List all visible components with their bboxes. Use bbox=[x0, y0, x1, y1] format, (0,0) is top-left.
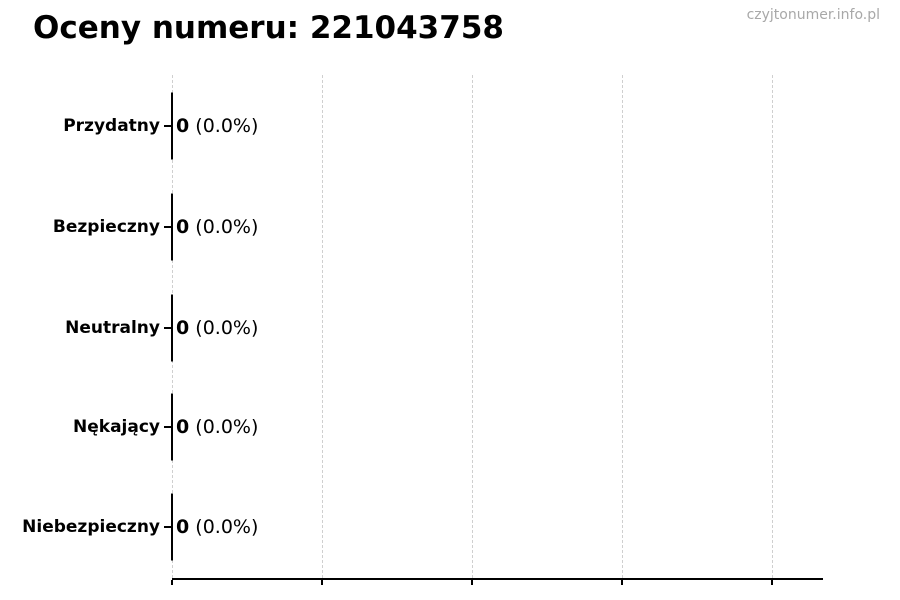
y-axis-tick bbox=[164, 225, 171, 228]
value-percent: (0.0%) bbox=[195, 215, 259, 238]
value-percent: (0.0%) bbox=[195, 415, 259, 438]
y-axis-tick bbox=[164, 525, 171, 528]
x-gridline bbox=[472, 75, 473, 578]
value-label: 0 (0.0%) bbox=[176, 115, 258, 137]
value-label: 0 (0.0%) bbox=[176, 317, 258, 339]
value-percent: (0.0%) bbox=[195, 114, 259, 137]
value-count: 0 bbox=[176, 316, 190, 339]
value-count: 0 bbox=[176, 215, 190, 238]
category-label: Bezpieczny bbox=[52, 216, 160, 237]
y-axis-tick bbox=[164, 326, 171, 329]
category-label: Przydatny bbox=[63, 115, 160, 136]
zero-width-bar bbox=[171, 294, 173, 361]
plot-area: Przydatny 0 (0.0%) Bezpieczny 0 (0.0%) N… bbox=[22, 75, 823, 585]
y-axis-tick bbox=[164, 425, 171, 428]
category-label: Nękający bbox=[73, 416, 160, 437]
bar-row: Bezpieczny 0 (0.0%) bbox=[53, 176, 823, 277]
category-label: Neutralny bbox=[65, 317, 160, 338]
zero-width-bar bbox=[171, 393, 173, 460]
x-axis-tick bbox=[621, 580, 623, 585]
x-axis-tick bbox=[471, 580, 473, 585]
value-label: 0 (0.0%) bbox=[176, 216, 258, 238]
category-label: Niebezpieczny bbox=[22, 516, 160, 537]
bar-row: Przydatny 0 (0.0%) bbox=[63, 75, 823, 176]
value-label: 0 (0.0%) bbox=[176, 516, 258, 538]
value-percent: (0.0%) bbox=[195, 515, 259, 538]
x-axis-tick bbox=[771, 580, 773, 585]
zero-width-bar bbox=[171, 493, 173, 560]
x-gridline bbox=[622, 75, 623, 578]
x-axis-tick bbox=[321, 580, 323, 585]
x-axis-line bbox=[172, 578, 823, 580]
chart-title: Oceny numeru: 221043758 bbox=[33, 10, 504, 46]
value-count: 0 bbox=[176, 415, 190, 438]
y-axis-tick bbox=[164, 124, 171, 127]
bar-row: Neutralny 0 (0.0%) bbox=[65, 277, 823, 378]
watermark-text: czyjtonumer.info.pl bbox=[746, 7, 880, 23]
x-axis-tick bbox=[171, 580, 173, 585]
x-gridline bbox=[772, 75, 773, 578]
value-label: 0 (0.0%) bbox=[176, 416, 258, 438]
bar-row: Nękający 0 (0.0%) bbox=[73, 376, 823, 477]
bar-row: Niebezpieczny 0 (0.0%) bbox=[22, 476, 823, 577]
value-count: 0 bbox=[176, 114, 190, 137]
zero-width-bar bbox=[171, 193, 173, 260]
zero-width-bar bbox=[171, 92, 173, 159]
value-percent: (0.0%) bbox=[195, 316, 259, 339]
x-gridline bbox=[322, 75, 323, 578]
value-count: 0 bbox=[176, 515, 190, 538]
